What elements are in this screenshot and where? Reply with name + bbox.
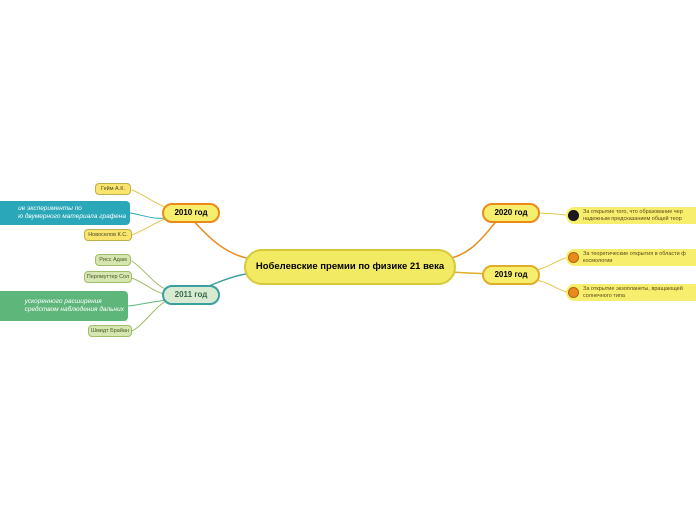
perlmutter-label: Перлмуттер Сол bbox=[87, 274, 129, 281]
desc-2019a-text: За теоретические открытия в области фкос… bbox=[583, 251, 686, 265]
year-2020-node[interactable]: 2020 год bbox=[482, 203, 540, 223]
schmidt-label: Шмидт Брайан bbox=[91, 328, 129, 335]
grafen-desc[interactable]: ие эксперименты пою двумерного материала… bbox=[0, 201, 130, 225]
year-2010-label: 2010 год bbox=[174, 208, 207, 218]
desc-2020[interactable]: За открытие того, что образование чернад… bbox=[566, 207, 696, 224]
year-2010-node[interactable]: 2010 год bbox=[162, 203, 220, 223]
year-2011-node[interactable]: 2011 год bbox=[162, 285, 220, 305]
center-label: Нобелевские премии по физике 21 века bbox=[256, 261, 444, 272]
desc-2019-b[interactable]: За открытие экзопланеты, вращающейсолнеч… bbox=[566, 284, 696, 301]
center-node[interactable]: Нобелевские премии по физике 21 века bbox=[244, 249, 456, 285]
geim-label: Гейм А.К. bbox=[101, 186, 125, 193]
expansion-text: ускоренного расширениясредством наблюден… bbox=[25, 298, 124, 314]
blackhole-icon bbox=[568, 210, 579, 221]
expansion-desc[interactable]: ускоренного расширениясредством наблюден… bbox=[0, 291, 128, 321]
year-2019-label: 2019 год bbox=[494, 270, 527, 280]
desc-2019-a[interactable]: За теоретические открытия в области фкос… bbox=[566, 249, 696, 266]
year-2011-label: 2011 год bbox=[175, 290, 208, 300]
novoselov-label: Новоселов К.С. bbox=[88, 232, 128, 239]
perlmutter-chip[interactable]: Перлмуттер Сол bbox=[84, 271, 132, 283]
year-2020-label: 2020 год bbox=[494, 208, 527, 218]
riess-label: Рисс Адам bbox=[99, 257, 127, 264]
exoplanet-icon bbox=[568, 287, 579, 298]
cosmology-icon bbox=[568, 252, 579, 263]
geim-chip[interactable]: Гейм А.К. bbox=[95, 183, 131, 195]
desc-2020-text: За открытие того, что образование чернад… bbox=[583, 209, 683, 223]
riess-chip[interactable]: Рисс Адам bbox=[95, 254, 131, 266]
novoselov-chip[interactable]: Новоселов К.С. bbox=[84, 229, 132, 241]
desc-2019b-text: За открытие экзопланеты, вращающейсолнеч… bbox=[583, 286, 683, 300]
schmidt-chip[interactable]: Шмидт Брайан bbox=[88, 325, 132, 337]
grafen-text: ие эксперименты пою двумерного материала… bbox=[18, 205, 126, 221]
year-2019-node[interactable]: 2019 год bbox=[482, 265, 540, 285]
